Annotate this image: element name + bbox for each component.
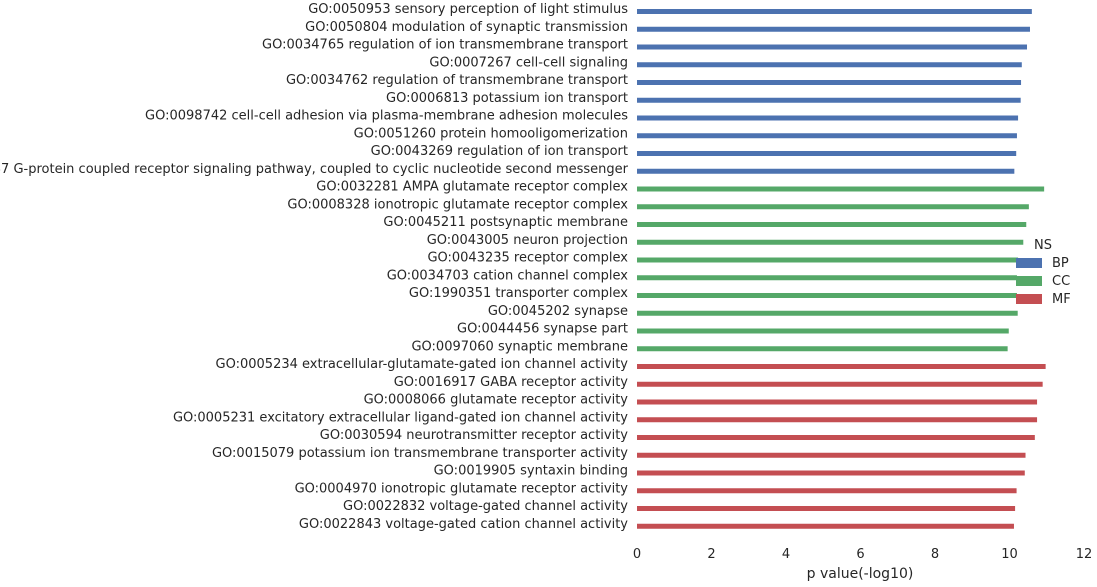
category-label: GO:0034762 regulation of transmembrane t… <box>286 73 628 88</box>
bar <box>637 293 1017 298</box>
bar <box>637 346 1008 352</box>
legend: NS BP CC MF <box>1016 238 1071 307</box>
category-label: GO:0050804 modulation of synaptic transm… <box>305 20 628 35</box>
category-label: GO:0045211 postsynaptic membrane <box>383 215 628 230</box>
category-label: GO:0034765 regulation of ion transmembra… <box>262 38 628 53</box>
bar <box>637 523 1014 529</box>
bar <box>637 115 1019 121</box>
legend-label: BP <box>1052 256 1069 271</box>
category-label: GO:0007267 cell-cell signaling <box>429 55 628 70</box>
category-label: GO:0043005 neuron projection <box>427 233 628 248</box>
bar <box>637 328 1009 334</box>
legend-label: CC <box>1052 274 1070 289</box>
x-tick-label: 0 <box>633 547 641 562</box>
bars-group <box>637 9 1046 529</box>
bar <box>637 44 1028 50</box>
bar <box>637 506 1016 511</box>
category-label: GO:0097060 synaptic membrane <box>411 339 628 354</box>
legend-swatch <box>1016 258 1042 268</box>
bar <box>637 168 1015 174</box>
category-label: GO:0015079 potassium ion transmembrane t… <box>212 446 628 461</box>
category-label: GO:0051260 protein homooligomerization <box>354 126 628 141</box>
category-labels: GO:0050953 sensory perception of light s… <box>0 2 629 532</box>
category-label: GO:0043235 receptor complex <box>427 251 628 266</box>
x-tick-label: 8 <box>931 547 939 562</box>
legend-swatch <box>1016 276 1042 286</box>
bar <box>637 222 1027 227</box>
category-label: GO:0005234 extracellular-glutamate-gated… <box>216 357 629 372</box>
bar <box>637 186 1045 192</box>
bar <box>637 257 1019 263</box>
category-label: GO:0007187 G-protein coupled receptor si… <box>0 162 629 177</box>
x-tick-label: 4 <box>782 547 790 562</box>
bar <box>637 488 1017 494</box>
bar <box>637 26 1030 32</box>
category-label: GO:0022843 voltage-gated cation channel … <box>299 517 628 532</box>
bar <box>637 204 1029 210</box>
bar <box>637 364 1046 369</box>
category-label: GO:0098742 cell-cell adhesion via plasma… <box>145 109 628 124</box>
legend-title: NS <box>1034 238 1052 253</box>
bar <box>637 470 1025 476</box>
bar <box>637 310 1018 316</box>
bar <box>637 275 1017 281</box>
category-label: GO:0019905 syntaxin binding <box>434 464 628 479</box>
bar <box>637 435 1035 440</box>
category-label: GO:0045202 synapse <box>488 304 628 319</box>
x-axis-label: p value(-log10) <box>807 566 914 582</box>
bar <box>637 97 1021 103</box>
bar <box>637 80 1022 85</box>
category-label: GO:0006813 potassium ion transport <box>386 91 628 106</box>
bar <box>637 62 1022 68</box>
category-label: GO:0008066 glutamate receptor activity <box>364 393 629 408</box>
x-tick-label: 10 <box>1001 547 1018 562</box>
bar <box>637 151 1017 156</box>
category-label: GO:1990351 transporter complex <box>409 286 628 301</box>
x-axis-ticks: 0 2 4 6 8 10 12 <box>633 547 1092 562</box>
x-tick-label: 2 <box>707 547 715 562</box>
category-label: GO:0016917 GABA receptor activity <box>394 375 629 390</box>
category-label: GO:0032281 AMPA glutamate receptor compl… <box>316 180 628 195</box>
bar <box>637 133 1017 139</box>
category-label: GO:0050953 sensory perception of light s… <box>308 2 628 17</box>
category-label: GO:0044456 synapse part <box>457 322 628 337</box>
bar <box>637 9 1032 14</box>
bar <box>637 399 1038 405</box>
legend-swatch <box>1016 294 1042 304</box>
category-label: GO:0034703 cation channel complex <box>387 268 629 283</box>
bar <box>637 417 1038 423</box>
bar <box>637 452 1026 458</box>
bar <box>637 239 1024 245</box>
category-label: GO:0022832 voltage-gated channel activit… <box>343 499 628 514</box>
category-label: GO:0030594 neurotransmitter receptor act… <box>320 428 629 443</box>
bar <box>637 381 1043 387</box>
category-label: GO:0043269 regulation of ion transport <box>371 144 628 159</box>
x-tick-label: 12 <box>1076 547 1093 562</box>
category-label: GO:0004970 ionotropic glutamate receptor… <box>295 481 629 496</box>
legend-label: MF <box>1052 292 1071 307</box>
category-label: GO:0008328 ionotropic glutamate receptor… <box>287 197 628 212</box>
category-label: GO:0005231 excitatory extracellular liga… <box>173 410 628 425</box>
x-tick-label: 6 <box>856 547 864 562</box>
